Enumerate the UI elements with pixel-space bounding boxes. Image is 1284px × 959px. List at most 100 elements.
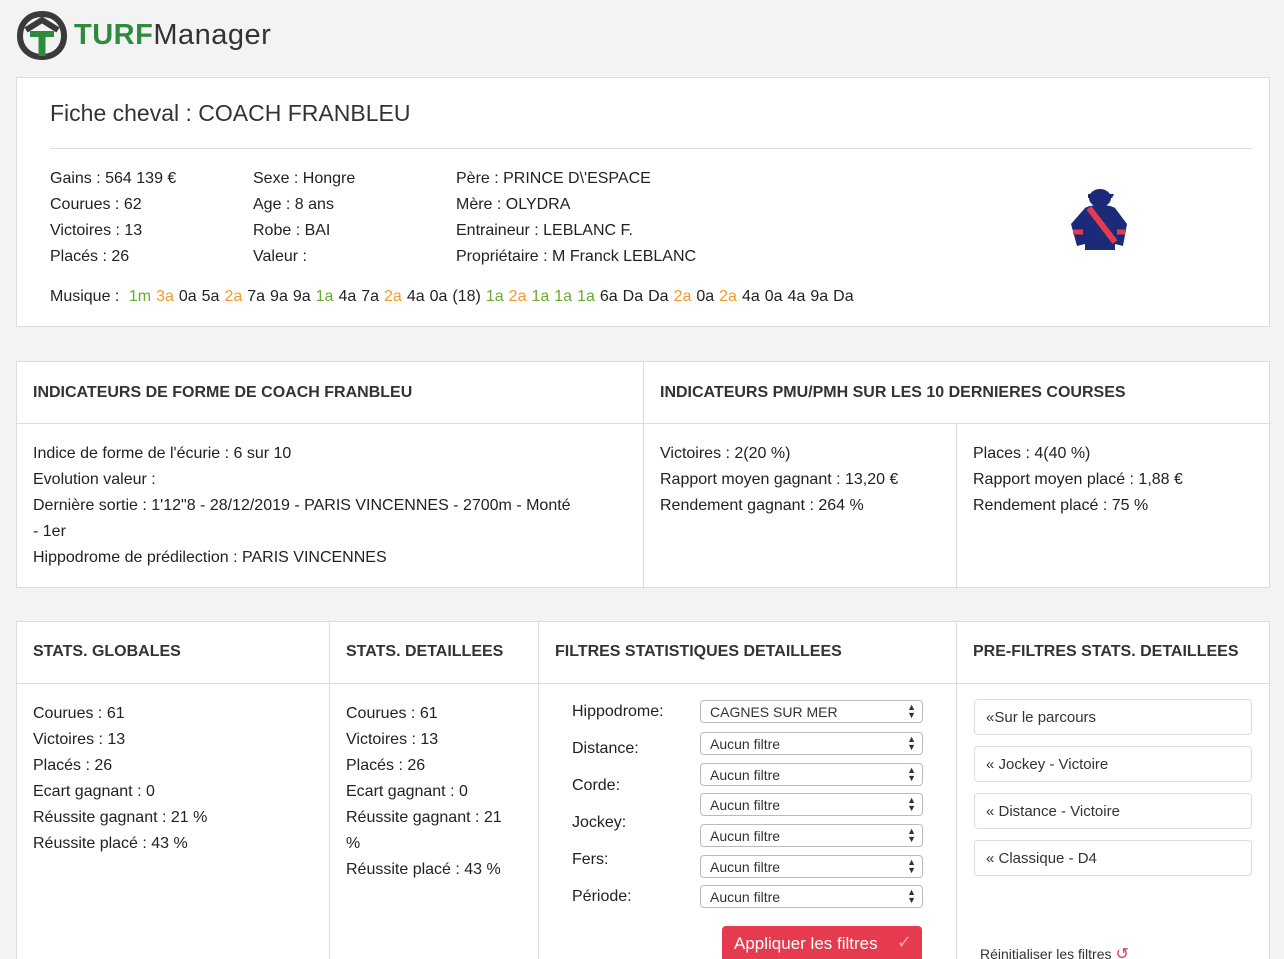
global-victoires: Victoires : 13: [33, 731, 126, 748]
global-stats: Courues : 61 Victoires : 13 Placés : 26 …: [17, 684, 329, 857]
robe: Robe : BAI: [253, 222, 331, 239]
select-value: Aucun filtre: [710, 736, 781, 752]
divider: [329, 622, 330, 959]
musique-result: 0a: [696, 288, 715, 305]
detail-stats-title: STATS. DETAILLEES: [330, 622, 539, 684]
select-value: CAGNES SUR MER: [710, 704, 838, 720]
reset-label: Réinitialiser les filtres: [980, 946, 1112, 959]
divider: [50, 148, 1253, 149]
musique-result: 1m: [128, 288, 152, 305]
musique-result: 4a: [406, 288, 425, 305]
rapport-moyen-place: Rapport moyen placé : 1,88 €: [973, 471, 1183, 488]
pmu-places: Places : 4(40 %): [973, 445, 1091, 462]
detail-reussite-gagnant-unit: %: [346, 835, 361, 852]
victoires: Victoires : 13: [50, 222, 143, 239]
pmu-victoires: Victoires : 2(20 %): [660, 445, 791, 462]
global-ecart: Ecart gagnant : 0: [33, 783, 155, 800]
select-arrows-icon: ▲ ▼: [907, 734, 916, 752]
horse-title: Fiche cheval : COACH FRANBLEU: [50, 100, 411, 126]
musique-result: 1a: [485, 288, 504, 305]
musique-result: 4a: [787, 288, 806, 305]
undo-icon: ↺: [1115, 946, 1129, 959]
reset-filters-link[interactable]: Réinitialiser les filtres ↺: [980, 944, 1129, 959]
musique-result: (18): [452, 288, 481, 305]
musique-result: 5a: [201, 288, 220, 305]
extra-select[interactable]: Aucun filtre ▲ ▼: [700, 855, 923, 878]
global-places: Placés : 26: [33, 757, 113, 774]
select-arrows-icon: ▲ ▼: [907, 887, 916, 905]
musique-result: 7a: [247, 288, 266, 305]
divider: [956, 424, 957, 589]
divider: [643, 362, 644, 589]
distance-select[interactable]: Aucun filtre ▲ ▼: [700, 732, 923, 755]
apply-label: Appliquer les filtres: [734, 934, 878, 953]
indicators-card: INDICATEURS DE FORME DE COACH FRANBLEU I…: [16, 361, 1271, 589]
prefilter-parcours-button[interactable]: «Sur le parcours: [974, 699, 1252, 735]
proprietaire: Propriétaire : M Franck LEBLANC: [456, 248, 697, 265]
detail-reussite-place: Réussite placé : 43 %: [346, 861, 501, 878]
musique-result: 2a: [224, 288, 243, 305]
fers-select[interactable]: Aucun filtre ▲ ▼: [700, 824, 923, 847]
select-value: Aucun filtre: [710, 767, 781, 783]
musique-result: 0a: [429, 288, 448, 305]
pmu-win-indicators: Victoires : 2(20 %) Rapport moyen gagnan…: [644, 424, 956, 519]
site-logo[interactable]: TURFManager: [16, 10, 271, 60]
age: Age : 8 ans: [253, 196, 334, 213]
musique-result: 2a: [384, 288, 402, 305]
select-arrows-icon: ▲ ▼: [907, 795, 916, 813]
select-value: Aucun filtre: [710, 889, 781, 905]
horse-info-col: Sexe : Hongre Age : 8 ans Robe : BAI Val…: [253, 166, 355, 270]
musique: Musique : 1m 3a 0a 5a 2a 7a 9a 9a 1a 4a 7a 2a 4a 0a (1…: [50, 288, 864, 306]
divider: [956, 622, 957, 959]
rendement-place: Rendement placé : 75 %: [973, 497, 1149, 514]
musique-result: 9a: [292, 288, 311, 305]
detail-ecart: Ecart gagnant : 0: [346, 783, 468, 800]
mere: Mère : OLYDRA: [456, 196, 571, 213]
filter-label-jockey: Jockey:: [572, 814, 627, 831]
corde-select[interactable]: Aucun filtre ▲ ▼: [700, 763, 923, 786]
musique-result: 4a: [338, 288, 357, 305]
musique-result: Da: [648, 288, 669, 305]
musique-result: 6a: [599, 288, 618, 305]
pmu-place-indicators: Places : 4(40 %) Rapport moyen placé : 1…: [957, 424, 1271, 519]
select-value: Aucun filtre: [710, 797, 781, 813]
select-arrows-icon: ▲ ▼: [907, 826, 916, 844]
musique-result: 2a: [719, 288, 737, 305]
divider: [538, 622, 539, 959]
jockey-silk-icon: [1071, 189, 1127, 250]
detail-reussite-gagnant: Réussite gagnant : 21: [346, 809, 502, 826]
detail-stats: Courues : 61 Victoires : 13 Placés : 26 …: [330, 684, 538, 883]
entraineur: Entraineur : LEBLANC F.: [456, 222, 633, 239]
form-indicators-title: INDICATEURS DE FORME DE COACH FRANBLEU: [17, 362, 644, 424]
form-indicators: Indice de forme de l'écurie : 6 sur 10 E…: [17, 424, 643, 571]
musique-result: 9a: [810, 288, 829, 305]
check-icon: ✓: [896, 932, 912, 952]
musique-result: 2a: [508, 288, 527, 305]
hippodrome-select[interactable]: CAGNES SUR MER ▲ ▼: [700, 700, 923, 723]
filter-label-periode: Période:: [572, 888, 632, 905]
filter-label-hippodrome: Hippodrome:: [572, 703, 664, 720]
musique-result: 0a: [764, 288, 783, 305]
select-arrows-icon: ▲ ▼: [907, 857, 916, 875]
sexe: Sexe : Hongre: [253, 170, 356, 187]
detail-victoires: Victoires : 13: [346, 731, 439, 748]
musique-result: 1a: [554, 288, 573, 305]
prefilters-title: PRE-FILTRES STATS. DETAILLEES: [957, 622, 1271, 684]
prefilter-classique-button[interactable]: « Classique - D4: [974, 840, 1252, 876]
periode-select[interactable]: Aucun filtre ▲ ▼: [700, 885, 923, 908]
global-courues: Courues : 61: [33, 705, 125, 722]
prefilter-jockey-victoire-button[interactable]: « Jockey - Victoire: [974, 746, 1252, 782]
musique-results: 1m 3a 0a 5a 2a 7a 9a 9a 1a 4a 7a 2a 4a 0a (18) 1a 2a 1a 1a…: [124, 288, 858, 305]
detail-courues: Courues : 61: [346, 705, 438, 722]
pmu-indicators-title: INDICATEURS PMU/PMH SUR LES 10 DERNIERES…: [644, 362, 1271, 424]
jockey-select[interactable]: Aucun filtre ▲ ▼: [700, 793, 923, 816]
apply-filters-button[interactable]: Appliquer les filtres ✓: [722, 926, 922, 959]
musique-result: 1a: [315, 288, 334, 305]
evolution-valeur: Evolution valeur :: [33, 471, 156, 488]
courues: Courues : 62: [50, 196, 142, 213]
prefilter-distance-victoire-button[interactable]: « Distance - Victoire: [974, 793, 1252, 829]
musique-result: 3a: [156, 288, 174, 305]
horse-pedigree-col: Père : PRINCE D\'ESPACE Mère : OLYDRA En…: [456, 166, 696, 270]
horse-card: Fiche cheval : COACH FRANBLEU Gains : 56…: [16, 77, 1270, 327]
derniere-sortie: Dernière sortie : 1'12"8 - 28/12/2019 - …: [33, 497, 571, 514]
